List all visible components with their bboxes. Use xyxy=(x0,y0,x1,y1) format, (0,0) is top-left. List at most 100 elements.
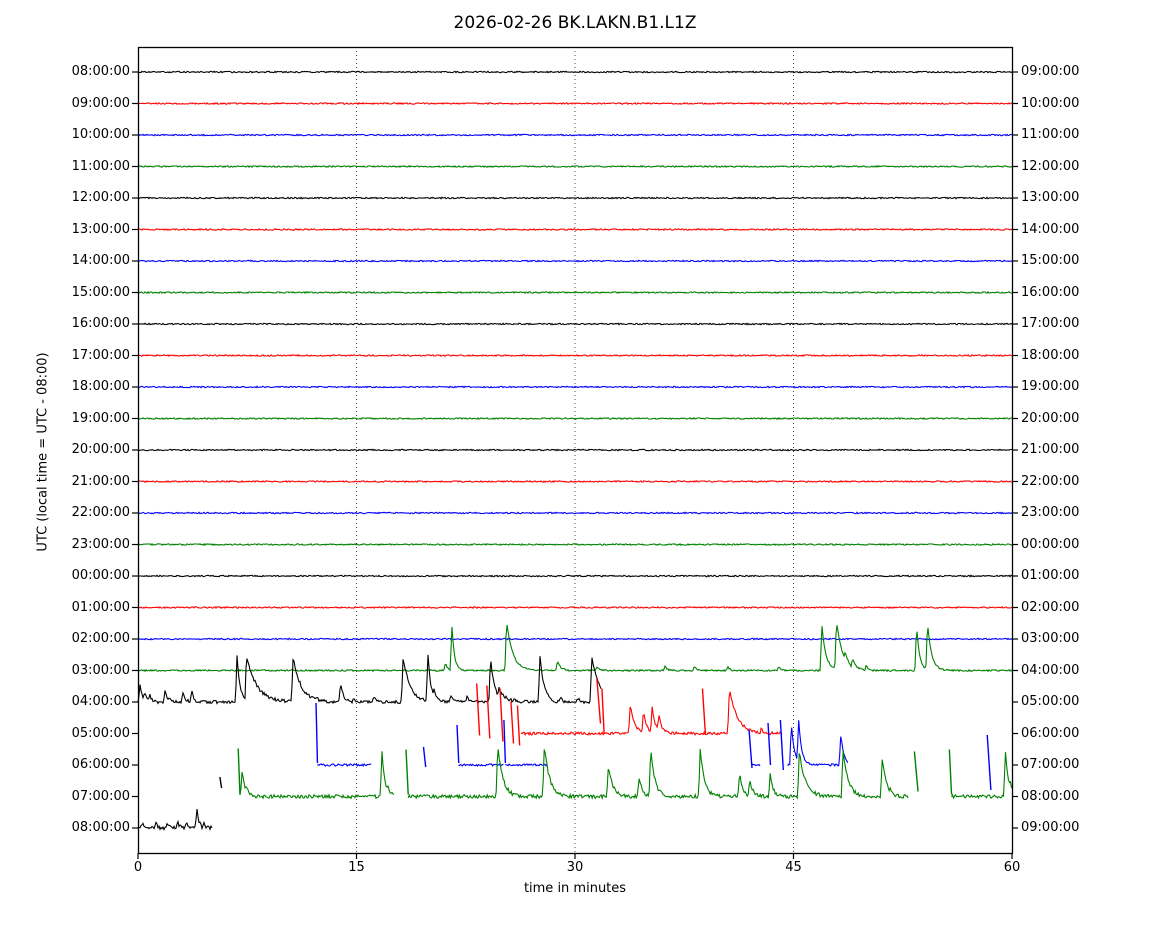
x-axis-label: time in minutes xyxy=(523,881,627,896)
y-tick-label-local: 23:00:00 xyxy=(1021,505,1080,520)
x-tick-label: 45 xyxy=(785,860,802,875)
y-tick-label-utc: 13:00:00 xyxy=(71,221,130,237)
y-tick-label-local: 09:00:00 xyxy=(1021,820,1080,835)
x-tick-label: 30 xyxy=(566,860,584,875)
y-tick-label-local: 16:00:00 xyxy=(1021,284,1080,300)
trace-row-3 xyxy=(137,164,1013,169)
trace-row-14 xyxy=(137,511,1013,515)
trace-stroke-row-22 xyxy=(779,719,785,771)
trace-stroke-row-21 xyxy=(701,688,707,734)
x-tick-label: 15 xyxy=(348,860,365,875)
y-tick-label-utc: 19:00:00 xyxy=(71,410,130,426)
y-tick-label-local: 22:00:00 xyxy=(1021,473,1080,489)
trace-stroke-row-23 xyxy=(948,749,953,795)
trace-row-24 xyxy=(137,809,213,832)
y-tick-label-local: 12:00:00 xyxy=(1021,158,1080,174)
trace-stroke-row-21 xyxy=(601,688,605,734)
y-tick-label-local: 13:00:00 xyxy=(1021,190,1080,205)
trace-row-22 xyxy=(751,763,761,767)
trace-stroke-row-21 xyxy=(475,683,481,736)
trace-stroke-row-22 xyxy=(315,702,319,764)
trace-stroke-row-22 xyxy=(767,722,772,766)
y-tick-label-utc: 01:00:00 xyxy=(71,599,130,615)
y-tick-label-utc: 15:00:00 xyxy=(71,284,130,300)
trace-row-9 xyxy=(137,353,1013,358)
y-tick-label-utc: 03:00:00 xyxy=(71,662,130,678)
y-tick-label-utc: 06:00:00 xyxy=(71,757,130,772)
trace-row-23 xyxy=(239,751,395,800)
trace-row-7 xyxy=(137,290,1013,295)
trace-row-10 xyxy=(137,385,1013,389)
trace-row-13 xyxy=(137,479,1013,484)
trace-row-21 xyxy=(520,691,783,737)
y-tick-label-local: 21:00:00 xyxy=(1021,442,1080,457)
trace-row-23 xyxy=(951,751,1013,800)
y-tick-label-utc: 17:00:00 xyxy=(71,347,130,363)
y-tick-label-utc: 04:00:00 xyxy=(71,694,130,709)
trace-row-15 xyxy=(137,542,1013,547)
y-tick-label-local: 17:00:00 xyxy=(1021,316,1080,331)
trace-stroke-row-22 xyxy=(503,719,507,764)
trace-stroke-row-21 xyxy=(499,688,504,742)
y-tick-label-utc: 12:00:00 xyxy=(71,190,130,205)
trace-row-11 xyxy=(137,416,1012,421)
trace-row-8 xyxy=(137,322,1013,326)
y-tick-label-utc: 07:00:00 xyxy=(71,788,130,804)
trace-stroke-row-21 xyxy=(596,678,602,724)
y-tick-label-local: 14:00:00 xyxy=(1021,221,1080,237)
trace-stroke-row-22 xyxy=(986,734,992,791)
y-tick-label-utc: 23:00:00 xyxy=(71,536,130,552)
y-tick-label-utc: 14:00:00 xyxy=(71,253,130,268)
trace-row-22 xyxy=(317,763,372,767)
trace-stroke-row-22 xyxy=(422,746,427,768)
y-tick-label-local: 18:00:00 xyxy=(1021,347,1080,363)
y-tick-label-local: 11:00:00 xyxy=(1021,127,1080,142)
trace-stroke-row-21 xyxy=(486,685,491,739)
y-tick-label-utc: 02:00:00 xyxy=(71,631,130,646)
trace-row-5 xyxy=(137,227,1013,232)
y-tick-label-utc: 21:00:00 xyxy=(71,473,130,489)
trace-row-22 xyxy=(504,763,548,767)
trace-row-19 xyxy=(137,624,1013,673)
y-tick-label-utc: 20:00:00 xyxy=(71,442,130,457)
y-tick-label-utc: 09:00:00 xyxy=(71,95,130,111)
trace-row-20 xyxy=(137,654,602,705)
y-tick-label-local: 00:00:00 xyxy=(1021,536,1080,552)
y-tick-label-utc: 18:00:00 xyxy=(71,379,130,394)
trace-row-22 xyxy=(458,763,504,768)
y-tick-label-local: 03:00:00 xyxy=(1021,631,1080,646)
trace-row-0 xyxy=(137,70,1013,74)
trace-row-18 xyxy=(137,637,1013,641)
trace-row-2 xyxy=(138,133,1013,137)
y-tick-label-local: 07:00:00 xyxy=(1021,757,1080,772)
trace-row-4 xyxy=(137,196,1013,200)
y-tick-label-utc: 16:00:00 xyxy=(71,316,130,331)
y-tick-label-utc: 00:00:00 xyxy=(71,568,130,583)
y-tick-label-local: 09:00:00 xyxy=(1021,64,1080,79)
trace-stroke-row-23 xyxy=(405,749,409,795)
trace-stroke-row-23 xyxy=(237,748,241,795)
y-tick-label-local: 15:00:00 xyxy=(1021,253,1080,268)
trace-stroke-row-24 xyxy=(219,776,223,789)
trace-row-12 xyxy=(137,448,1012,452)
x-tick-label: 0 xyxy=(133,860,143,875)
trace-stroke-row-21 xyxy=(516,705,521,746)
y-tick-label-local: 08:00:00 xyxy=(1021,788,1080,804)
y-tick-label-utc: 08:00:00 xyxy=(71,64,130,79)
y-tick-label-local: 19:00:00 xyxy=(1021,379,1080,394)
trace-row-6 xyxy=(137,259,1013,263)
trace-stroke-row-22 xyxy=(748,729,753,769)
y-tick-label-local: 01:00:00 xyxy=(1021,568,1080,583)
page-title: 2026-02-26 BK.LAKN.B1.L1Z xyxy=(453,13,697,33)
y-tick-label-utc: 08:00:00 xyxy=(71,820,130,835)
trace-row-17 xyxy=(137,606,1013,610)
trace-row-1 xyxy=(137,101,1013,106)
trace-row-16 xyxy=(137,574,1013,578)
trace-stroke-row-21 xyxy=(510,701,515,744)
y-tick-label-local: 06:00:00 xyxy=(1021,725,1080,741)
y-tick-label-utc: 05:00:00 xyxy=(71,725,130,741)
y-tick-label-utc: 10:00:00 xyxy=(71,127,130,142)
trace-row-23 xyxy=(407,748,909,801)
